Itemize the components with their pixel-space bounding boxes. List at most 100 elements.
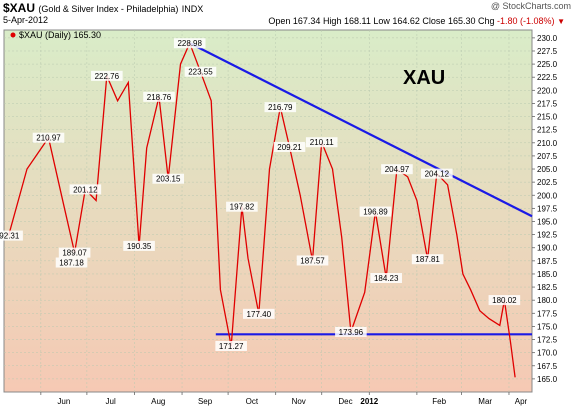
series-legend: $XAU (Daily) 165.30 (10, 30, 101, 40)
price-label: 171.27 (219, 342, 244, 351)
price-label-box (381, 164, 413, 175)
high-label: High (322, 16, 342, 26)
price-label-box (143, 91, 175, 102)
price-label-box (421, 168, 453, 179)
chg-value: -1.80 (-1.08%) (497, 16, 555, 26)
x-tick-label: Nov (292, 397, 306, 406)
symbol: $XAU (3, 1, 36, 15)
x-tick-label: Sep (198, 397, 213, 406)
x-tick-label: Feb (432, 397, 446, 406)
x-tick-label: Aug (151, 397, 165, 406)
resistance-trendline (189, 42, 533, 218)
low-value: 164.62 (392, 16, 420, 26)
y-tick-label: 172.5 (537, 336, 558, 345)
x-axis: Jun Jul Aug Sep Oct Nov Dec 2012 Feb Mar Apr (40, 392, 528, 406)
y-tick-label: 185.0 (537, 270, 558, 279)
y-tick-label: 192.5 (537, 231, 558, 240)
high-value: 168.11 (343, 16, 371, 26)
y-tick-label: 225.0 (537, 60, 558, 69)
y-tick-label: 215.0 (537, 113, 558, 122)
y-tick-label: 200.0 (537, 191, 558, 200)
price-label: 197.82 (230, 203, 255, 212)
price-label-box (184, 66, 217, 77)
y-tick-label: 170.0 (537, 349, 558, 358)
legend-label: $XAU (Daily) 165.30 (19, 30, 101, 40)
price-label: 204.12 (425, 170, 450, 179)
y-tick-label: 207.5 (537, 152, 558, 161)
price-label: 189.07 (62, 249, 87, 258)
trendlines (189, 42, 533, 336)
chart-annotation: XAU (403, 67, 445, 89)
y-tick-label: 210.0 (537, 139, 558, 148)
y-tick-label: 182.5 (537, 283, 558, 292)
price-label: 209.21 (277, 143, 302, 152)
price-label-box (242, 308, 275, 319)
y-tick-label: 227.5 (537, 47, 558, 56)
price-label: 173.96 (339, 328, 364, 337)
y-tick-label: 167.5 (537, 362, 558, 371)
y-tick-label: 197.5 (537, 204, 558, 213)
price-label: 187.81 (415, 255, 440, 264)
price-label: 192.31 (0, 232, 20, 241)
price-label: 210.11 (310, 138, 334, 147)
price-label-box (173, 38, 206, 49)
open-label: Open (268, 16, 291, 26)
close-label: Close (422, 16, 446, 26)
price-label: 184.23 (374, 274, 399, 283)
ohlc-readout: Open 167.34 High 168.11 Low 164.62 Close… (268, 16, 565, 26)
copyright: @ StockCharts.com (490, 1, 571, 11)
price-series-line (7, 41, 516, 378)
y-tick-label: 195.0 (537, 217, 558, 226)
price-label: 187.18 (59, 259, 84, 268)
price-label: 177.40 (247, 310, 272, 319)
price-label: 187.57 (300, 256, 325, 265)
exchange: INDX (181, 4, 204, 14)
grid (4, 30, 532, 392)
y-tick-label: 230.0 (537, 34, 558, 43)
price-label: 223.55 (188, 68, 213, 77)
symbol-description: (Gold & Silver Index - Philadelphia) (38, 4, 179, 14)
y-tick-label: 175.0 (537, 322, 558, 331)
y-tick-label: 180.0 (537, 296, 558, 305)
y-tick-label: 177.5 (537, 309, 558, 318)
y-tick-label: 222.5 (537, 73, 558, 82)
price-label: 196.89 (363, 208, 388, 217)
price-label-box (359, 206, 392, 217)
x-tick-label: Oct (246, 397, 259, 406)
y-tick-label: 212.5 (537, 126, 558, 135)
price-label: 228.98 (177, 39, 202, 48)
price-label: 203.15 (156, 175, 181, 184)
price-label-box (296, 255, 329, 266)
price-label: 180.02 (492, 296, 517, 305)
down-triangle-icon: ▼ (557, 17, 565, 26)
chart-header: $XAU (Gold & Silver Index - Philadelphia… (0, 0, 575, 30)
y-tick-label: 187.5 (537, 257, 558, 266)
symbol-title: $XAU (Gold & Silver Index - Philadelphia… (3, 1, 203, 15)
price-label-box (335, 326, 367, 337)
x-tick-label: Jul (106, 397, 116, 406)
price-label-box (69, 184, 102, 195)
low-label: Low (373, 16, 390, 26)
price-label: 190.35 (127, 242, 152, 251)
price-label-box (370, 272, 402, 283)
x-tick-label: Apr (515, 397, 528, 406)
price-label-box (123, 240, 155, 251)
price-label-box (411, 254, 444, 265)
y-tick-label: 220.0 (537, 86, 558, 95)
price-label-box (488, 295, 521, 306)
chart-date: 5-Apr-2012 (3, 15, 49, 25)
legend-marker-icon (10, 32, 16, 38)
price-label-box (264, 102, 297, 113)
price-label-box (55, 257, 88, 268)
x-tick-label: Jun (57, 397, 70, 406)
y-tick-label: 205.0 (537, 165, 558, 174)
price-label-box (152, 173, 185, 184)
y-axis: 165.0 167.5 170.0 172.5 175.0 177.5 180.0 182.5… (532, 34, 558, 384)
x-tick-label: Dec (338, 397, 352, 406)
price-label: 216.79 (268, 103, 293, 112)
price-label-box (226, 201, 258, 212)
x-tick-label: 2012 (360, 397, 378, 406)
y-tick-label: 190.0 (537, 244, 558, 253)
